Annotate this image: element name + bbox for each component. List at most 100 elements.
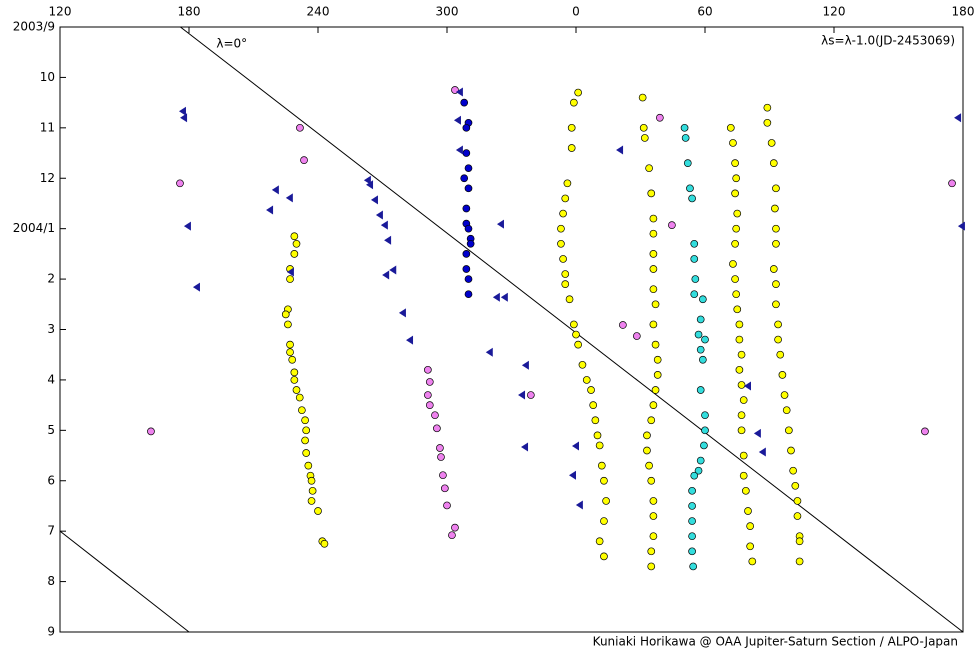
data-point [574,340,583,349]
data-point [389,265,397,275]
data-point [284,320,292,329]
data-point [731,275,739,283]
data-point [688,486,696,495]
data-point [619,321,627,329]
data-point [694,466,703,475]
data-point [649,229,658,238]
y-tick-label: 3 [47,322,55,336]
data-point [455,87,463,97]
data-point [500,292,508,302]
data-point [732,174,741,183]
data-point [735,320,744,329]
data-point [696,386,705,394]
data-point [192,282,200,292]
data-point [688,532,696,541]
data-point [424,391,432,399]
y-tick-label: 6 [47,473,55,487]
data-point [774,335,782,344]
data-point [686,184,694,193]
data-point [737,381,746,389]
data-point [653,355,662,364]
data-point [290,368,299,377]
data-point [649,497,658,505]
x-tick-label: 300 [436,5,459,19]
data-point [557,239,565,248]
data-point [731,239,739,248]
y-tick-label: 10 [40,70,55,84]
data-point [649,401,658,409]
data-point [300,156,308,164]
data-point [700,441,708,450]
x-tick-label: 180 [952,5,975,19]
data-point [301,416,309,425]
x-tick-label: 180 [178,5,201,19]
data-point [647,547,656,556]
data-point [448,531,456,540]
data-point [793,497,802,505]
data-point [689,562,698,571]
data-point [565,295,574,304]
data-point [737,411,746,420]
data-point [466,239,475,248]
data-point [380,220,388,230]
data-point [795,537,804,546]
x-tick-label: 0 [572,5,580,19]
data-point [595,441,604,450]
x-tick-label: 120 [823,5,846,19]
data-point [696,456,705,465]
data-point [406,335,414,345]
data-point [462,250,471,258]
data-point [739,471,748,480]
data-point [653,371,662,379]
data-point [647,416,656,425]
data-point [302,426,311,435]
data-point [286,275,294,283]
data-point [640,134,649,142]
data-point [464,164,473,173]
data-point [746,542,755,551]
data-point [733,209,742,218]
y-tick-label: 2003/9 [13,20,55,34]
data-point [748,557,757,566]
data-point [763,118,772,127]
y-tick-label: 8 [47,574,55,588]
data-point [569,98,578,107]
data-point [668,221,676,229]
data-point [304,461,313,470]
data-point [638,93,647,102]
data-point [574,88,583,97]
data-point [726,123,735,132]
data-point [464,224,473,233]
data-point [460,98,469,107]
y-tick-label: 7 [47,524,55,538]
data-point [616,145,624,155]
data-point [690,290,699,299]
data-point [286,267,294,277]
data-point [744,381,751,391]
data-point [651,340,660,349]
data-point [688,547,696,556]
data-point [772,224,780,233]
data-point [180,113,188,123]
data-point [290,232,299,241]
line-label: λ=0° [216,37,247,51]
data-point [782,406,791,415]
data-point [733,305,742,314]
y-tick-label: 12 [40,171,55,185]
data-point [772,239,780,248]
data-point [649,532,658,541]
data-point [732,290,741,299]
data-point [271,185,279,195]
data-point [147,427,155,436]
data-point [561,194,570,203]
data-point [593,431,602,440]
data-point [600,552,608,561]
data-point [698,295,707,304]
data-point [698,355,707,364]
data-point [492,292,500,302]
x-tick-label: 120 [49,5,72,19]
data-point [521,360,529,370]
data-point [526,391,535,399]
data-point [758,447,766,457]
